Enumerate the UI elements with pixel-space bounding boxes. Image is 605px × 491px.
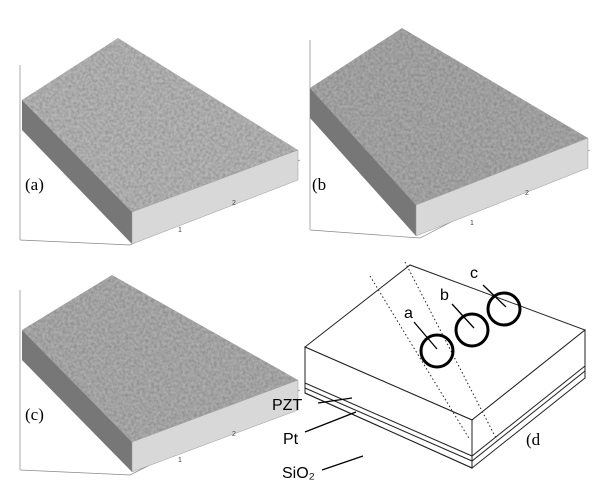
schematic: a b c PZT Pt SiO₂ (d <box>272 262 585 482</box>
panel-label: (b <box>312 175 326 194</box>
tick-label: 1 <box>178 227 182 234</box>
figure: (a) 1 2 (b 1 2 (c) 1 2 a b <box>0 0 605 491</box>
panel-label: (a) <box>25 175 44 194</box>
afm-panel: (b 1 2 <box>310 28 590 238</box>
panel-label: (d <box>526 430 541 449</box>
spot-label: c <box>470 265 478 282</box>
spot-label: a <box>404 305 413 322</box>
panel-label: (c) <box>25 405 44 424</box>
afm-panel: (c) 1 2 <box>20 275 300 475</box>
tick-label: 1 <box>470 220 474 227</box>
afm-panel: (a) 1 2 <box>20 38 300 245</box>
layer-label: SiO₂ <box>282 465 315 482</box>
spot-label: b <box>440 287 449 304</box>
tick-label: 1 <box>178 457 182 464</box>
layer-label: PZT <box>272 397 302 414</box>
tick-label: 2 <box>232 200 236 207</box>
layer-label: Pt <box>283 431 299 448</box>
tick-label: 2 <box>232 431 236 438</box>
tick-label: 2 <box>525 190 529 197</box>
